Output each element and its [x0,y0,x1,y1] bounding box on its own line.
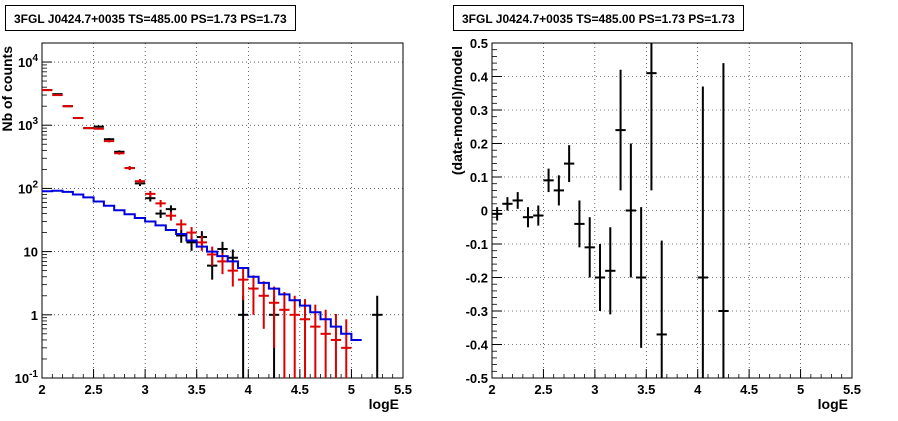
right-chart-title: 3FGL J0424.7+0035 TS=485.00 PS=1.73 PS=1… [453,5,744,31]
x-tick-label: 3.5 [637,382,655,397]
y-tick-label: 0.1 [470,170,488,185]
x-tick-label: 3.5 [188,382,206,397]
y-tick-label: 1 [31,308,38,323]
y-tick-label: -0.4 [466,338,489,353]
y-tick-label: -0.5 [466,371,488,386]
y-tick-label: 0.5 [470,36,488,51]
x-tick-label: 2.5 [534,382,552,397]
x-axis-title: logE [369,396,399,412]
x-tick-label: 4.5 [740,382,758,397]
x-tick-label: 2 [488,382,495,397]
y-axis-title: (data-model)/model [449,46,465,175]
x-tick-label: 5.5 [394,382,412,397]
x-tick-label: 4 [245,382,253,397]
y-tick-label: 0.4 [470,70,489,85]
x-tick-label: 5 [797,382,804,397]
y-tick-label: 0.2 [470,137,488,152]
x-axis-title: logE [818,396,848,412]
y-tick-label: 102 [18,179,38,196]
y-axis-title: Nb of counts [0,46,15,132]
residuals-chart: 2 2.5 3 3.5 4 4.5 5 5.5 -0.5 -0.4 -0.3 -0.2 -0.1 0 0.1… [449,36,861,412]
y-tick-label: 10 [24,245,38,260]
counts-chart: 2 2.5 3 3.5 4 4.5 5 5.5 10-1 1 10 102 103 104 logE Nb o… [0,42,412,412]
y-tick-label: -0.2 [466,271,488,286]
x-tick-label: 4 [694,382,702,397]
y-tick-label: 0 [481,204,488,219]
y-tick-label: 104 [18,53,38,70]
x-tick-label: 4.5 [291,382,309,397]
plot-frame [41,42,404,379]
y-tick-label: 10-1 [15,369,39,386]
x-tick-label: 3 [591,382,598,397]
x-tick-label: 2 [38,382,45,397]
y-tick-label: 0.3 [470,103,488,118]
y-tick-label: 103 [18,116,38,133]
left-chart-title: 3FGL J0424.7+0035 TS=485.00 PS=1.73 PS=1… [5,5,296,31]
x-tick-label: 5 [348,382,355,397]
model-histogram-line [42,189,362,341]
y-tick-label: -0.3 [466,304,488,319]
y-tick-label: -0.1 [466,237,488,252]
x-tick-label: 2.5 [85,382,103,397]
x-tick-label: 3 [142,382,149,397]
x-tick-label: 5.5 [843,382,861,397]
